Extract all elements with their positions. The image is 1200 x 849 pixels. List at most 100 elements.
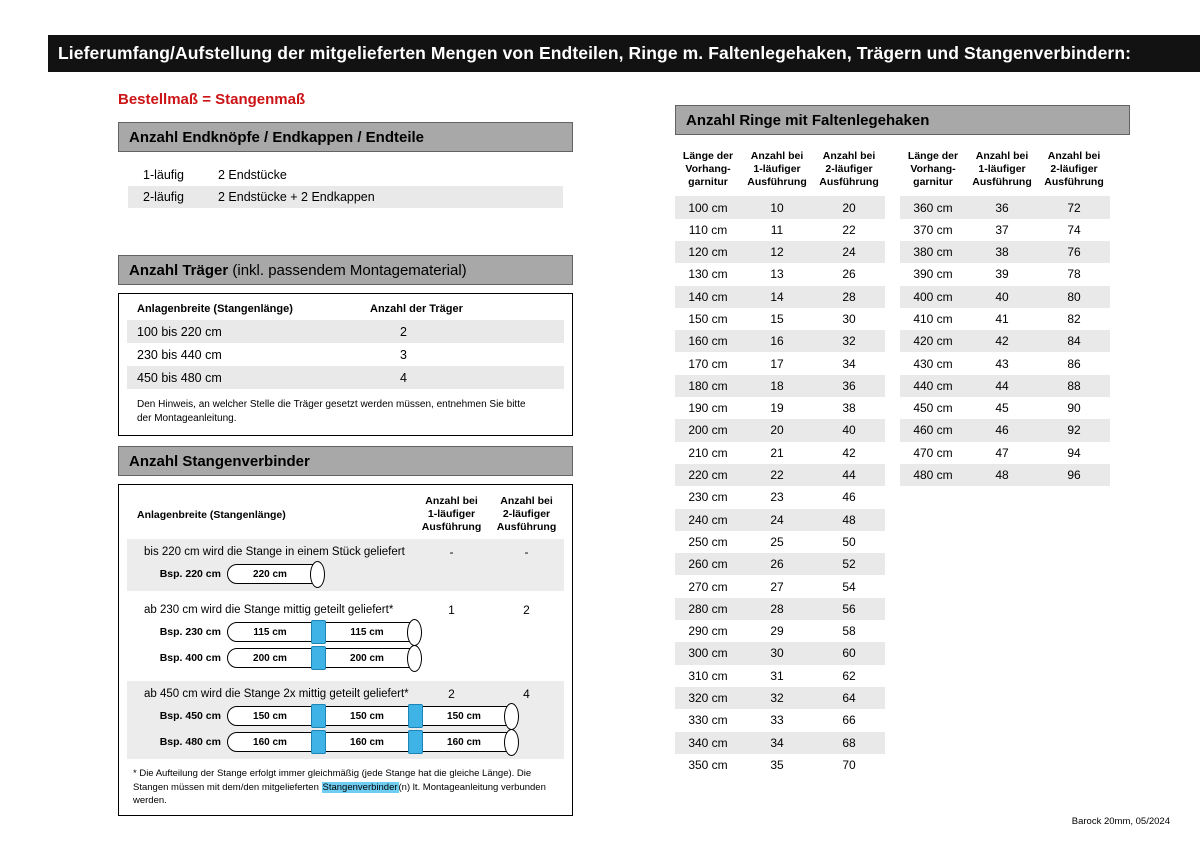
cell-label: 1-läufig <box>143 168 184 182</box>
count-1-laeufig: 2 <box>448 687 455 702</box>
rod-example-450: Bsp. 450 cm 150 cm 150 cm 150 cm <box>127 702 564 730</box>
cell-one: 31 <box>770 668 784 683</box>
cell-one: 44 <box>995 378 1009 393</box>
ringe-row: 420 cm 42 84 <box>900 330 1110 353</box>
cell-len: 270 cm <box>688 579 728 594</box>
count-2-laeufig: - <box>524 545 529 560</box>
rod-end-cap <box>407 618 422 646</box>
ringe-row: 280 cm 28 56 <box>675 597 885 621</box>
ringe-row: 220 cm 22 44 <box>675 463 885 487</box>
rod-connector <box>408 730 423 755</box>
cell-one: 16 <box>770 334 784 349</box>
cell-label: 2-läufig <box>143 190 184 204</box>
cell-range: 450 bis 480 cm <box>137 370 222 385</box>
cell-two: 88 <box>1067 378 1081 393</box>
ringe-rows-1: 100 cm 10 20 110 cm 11 22 120 cm 12 24 130 cm 13 26… <box>675 196 885 776</box>
cell-two: 40 <box>842 423 856 438</box>
cell-len: 170 cm <box>688 356 728 371</box>
ringe-row: 110 cm 11 22 <box>675 219 885 241</box>
verbinder-group-row: bis 220 cm wird die Stange in einem Stüc… <box>127 543 564 561</box>
cell-len: 440 cm <box>913 378 953 393</box>
rod-segment: 160 cm <box>324 732 410 753</box>
rod-end-cap <box>504 702 519 730</box>
endteile-row: 2-läufig 2 Endstücke + 2 Endkappen <box>128 186 563 208</box>
endteile-table: 1-läufig 2 Endstücke 2-läufig 2 Endstücke +… <box>118 164 573 208</box>
ringe-rows-2: 360 cm 36 72 370 cm 37 74 380 cm 38 76 390 cm 39 78… <box>900 196 1110 487</box>
stangenverbinder-table: Anlagenbreite (Stangenlänge) Anzahl bei … <box>118 484 573 817</box>
rod-segment: 150 cm <box>324 706 410 727</box>
cell-one: 14 <box>770 289 784 304</box>
cell-one: 35 <box>770 757 784 772</box>
cell-one: 37 <box>995 222 1009 237</box>
cell-two: 58 <box>842 624 856 639</box>
group-description: bis 220 cm wird die Stange in einem Stüc… <box>144 546 405 559</box>
cell-two: 34 <box>842 356 856 371</box>
cell-len: 450 cm <box>913 401 953 416</box>
stangenverbinder-footnote: * Die Aufteilung der Stange erfolgt imme… <box>127 767 567 807</box>
verbinder-group-row: ab 450 cm wird die Stange 2x mittig gete… <box>127 685 564 703</box>
cell-one: 20 <box>770 423 784 438</box>
cell-len: 230 cm <box>688 490 728 505</box>
cell-two: 90 <box>1067 401 1081 416</box>
cell-one: 36 <box>995 200 1009 215</box>
cell-two: 94 <box>1067 445 1081 460</box>
ringe-row: 240 cm 24 48 <box>675 508 885 531</box>
cell-len: 460 cm <box>913 423 953 438</box>
cell-two: 76 <box>1067 245 1081 260</box>
cell-two: 62 <box>842 668 856 683</box>
traeger-table: Anlagenbreite (Stangenlänge) Anzahl der … <box>118 293 573 436</box>
cell-len: 130 cm <box>688 267 728 282</box>
rod-example-230: Bsp. 230 cm 115 cm 115 cm <box>127 618 564 646</box>
verbinder-group-bis-220: bis 220 cm wird die Stange in einem Stüc… <box>127 539 564 592</box>
cell-len: 160 cm <box>688 334 728 349</box>
ringe-row: 360 cm 36 72 <box>900 196 1110 219</box>
ringe-row: 470 cm 47 94 <box>900 442 1110 464</box>
rod-example-400: Bsp. 400 cm 200 cm 200 cm <box>127 644 564 672</box>
rod-segment: 115 cm <box>227 622 313 643</box>
ringe-row: 190 cm 19 38 <box>675 397 885 419</box>
rod-segment: 115 cm <box>324 622 410 643</box>
cell-len: 290 cm <box>688 624 728 639</box>
cell-two: 84 <box>1067 334 1081 349</box>
ringe-row: 440 cm 44 88 <box>900 374 1110 398</box>
page-title: Lieferumfang/Aufstellung der mitgeliefer… <box>58 43 1132 63</box>
cell-two: 54 <box>842 579 856 594</box>
col-header-1-laeufig: Anzahl bei 1-läufiger Ausführung <box>972 150 1032 189</box>
ringe-row: 300 cm 30 60 <box>675 642 885 665</box>
cell-two: 70 <box>842 757 856 772</box>
rod-segment: 160 cm <box>227 732 313 753</box>
rod-segment: 200 cm <box>324 648 410 669</box>
traeger-header-row: Anlagenbreite (Stangenlänge) Anzahl der … <box>127 294 564 320</box>
traeger-rows: 100 bis 220 cm 2 230 bis 440 cm 3 450 bis 48… <box>119 320 572 389</box>
cell-two: 28 <box>842 289 856 304</box>
cell-len: 200 cm <box>688 423 728 438</box>
col-header-anlagenbreite: Anlagenbreite (Stangenlänge) <box>137 303 293 315</box>
cell-two: 72 <box>1067 200 1081 215</box>
rod-end-cap <box>310 560 325 588</box>
rod-connector <box>311 730 326 755</box>
cell-len: 150 cm <box>688 312 728 326</box>
col-header-2-laeufig: Anzahl bei 2-läufiger Ausführung <box>819 150 879 189</box>
cell-two: 44 <box>842 468 856 483</box>
rod-segment: 220 cm <box>227 564 313 585</box>
cell-len: 240 cm <box>688 512 728 527</box>
cell-one: 17 <box>770 356 784 371</box>
ringe-row: 310 cm 31 62 <box>675 665 885 687</box>
cell-two: 36 <box>842 378 856 393</box>
ringe-tables: Länge der Vorhang- garnitur Anzahl bei 1… <box>675 148 1110 776</box>
cell-len: 180 cm <box>688 378 728 393</box>
section-title-ringe: Anzahl Ringe mit Faltenlegehaken <box>686 111 930 129</box>
ringe-row: 210 cm 21 42 <box>675 442 885 464</box>
col-header-1-laeufig: Anzahl bei 1-läufiger Ausführung <box>421 495 482 534</box>
group-description: ab 230 cm wird die Stange mittig geteilt… <box>144 604 394 617</box>
ringe-row: 200 cm 20 40 <box>675 419 885 442</box>
cell-len: 480 cm <box>913 468 953 483</box>
col-header-1-laeufig: Anzahl bei 1-läufiger Ausführung <box>747 150 807 189</box>
section-title-stangenverbinder: Anzahl Stangenverbinder <box>129 452 310 470</box>
cell-len: 420 cm <box>913 334 953 349</box>
cell-len: 320 cm <box>688 691 728 706</box>
cell-len: 430 cm <box>913 356 953 371</box>
cell-len: 400 cm <box>913 289 953 304</box>
cell-len: 370 cm <box>913 222 953 237</box>
cell-two: 52 <box>842 557 856 572</box>
